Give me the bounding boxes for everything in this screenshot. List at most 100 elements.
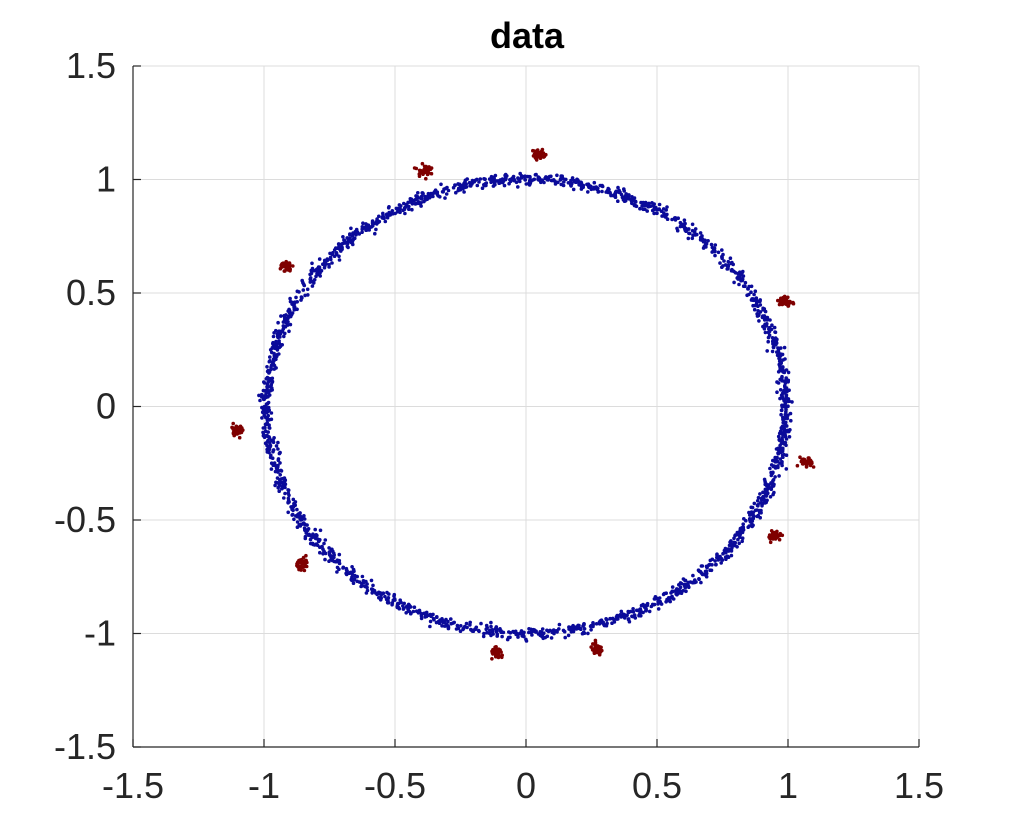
ring-point — [629, 197, 633, 202]
ring-point — [780, 463, 784, 468]
ring-point — [753, 303, 758, 308]
ring-point — [740, 270, 744, 275]
ring-point — [435, 615, 439, 619]
ring-point — [498, 629, 502, 633]
ring-point — [282, 334, 286, 339]
outlier-point — [811, 465, 816, 469]
ring-point — [692, 230, 697, 234]
ring-point — [571, 187, 576, 192]
ring-point — [321, 552, 325, 556]
ring-point — [720, 265, 724, 270]
ring-point — [790, 400, 794, 404]
ring-point — [683, 578, 687, 583]
ring-point — [783, 400, 788, 405]
ring-point — [298, 524, 303, 528]
outlier-point — [534, 158, 539, 162]
ring-point — [265, 385, 269, 389]
outlier-point — [806, 461, 810, 465]
ring-point — [452, 620, 457, 625]
ring-point — [534, 172, 538, 177]
ring-point — [644, 203, 649, 208]
ring-point — [446, 188, 451, 193]
ring-point — [657, 202, 662, 207]
ring-point — [371, 583, 375, 588]
ring-point — [310, 266, 315, 271]
ring-point — [721, 252, 725, 257]
ring-point — [332, 555, 336, 560]
ring-point — [398, 210, 402, 215]
ring-point — [514, 180, 519, 185]
y-tick-label: -0.5 — [54, 499, 116, 540]
ring-point — [534, 630, 538, 634]
ring-point — [286, 491, 291, 496]
ring-point — [262, 380, 266, 384]
ring-point — [407, 207, 411, 211]
ring-point — [780, 379, 785, 383]
ring-point — [586, 190, 590, 194]
ring-point — [302, 514, 306, 518]
ring-point — [779, 360, 783, 365]
ring-point — [787, 435, 792, 439]
outlier-point — [304, 564, 309, 569]
outlier-point — [493, 645, 497, 649]
ring-point — [698, 231, 703, 235]
ring-point — [301, 288, 306, 292]
ring-point — [293, 500, 298, 504]
ring-point — [749, 298, 754, 302]
ring-point — [308, 272, 312, 277]
outlier-point — [532, 149, 537, 153]
ring-point — [775, 380, 779, 384]
ring-point — [691, 233, 695, 237]
outlier-point — [500, 655, 504, 660]
ring-point — [332, 248, 337, 252]
ring-point — [348, 239, 353, 243]
ring-point — [498, 181, 502, 185]
ring-point — [267, 445, 271, 450]
ring-point — [449, 617, 453, 621]
ring-point — [280, 476, 285, 481]
ring-point — [409, 197, 414, 201]
ring-point — [782, 427, 787, 431]
chart-title: data — [490, 15, 565, 56]
ring-point — [301, 521, 306, 525]
ring-point — [647, 609, 652, 614]
ring-point — [549, 636, 554, 640]
outlier-point — [532, 152, 537, 156]
ring-point — [494, 625, 499, 629]
ring-point — [357, 580, 362, 584]
ring-point — [350, 565, 354, 569]
ring-point — [606, 186, 610, 191]
ring-point — [392, 592, 397, 597]
x-tick-label: -0.5 — [364, 765, 426, 806]
ring-point — [780, 424, 785, 429]
ring-point — [292, 517, 296, 522]
ring-point — [403, 211, 407, 216]
ring-point — [316, 265, 321, 269]
ring-point — [416, 191, 420, 195]
outlier-point — [429, 166, 434, 170]
ring-point — [263, 422, 268, 427]
ring-point — [723, 555, 728, 559]
ring-point — [364, 222, 368, 226]
ring-point — [592, 180, 597, 185]
ring-point — [769, 487, 774, 492]
ring-point — [710, 557, 715, 562]
ring-point — [784, 407, 788, 412]
outlier-point — [297, 558, 301, 563]
ring-point — [650, 208, 655, 213]
ring-point — [613, 192, 617, 196]
ring-point — [563, 635, 567, 640]
ring-point — [594, 622, 599, 626]
ring-point — [761, 494, 766, 499]
ring-point — [263, 425, 267, 430]
ring-point — [277, 329, 281, 334]
ring-point — [285, 323, 290, 327]
ring-point — [682, 222, 686, 226]
ring-point — [587, 184, 592, 188]
ring-point — [691, 573, 695, 578]
ring-point — [781, 417, 786, 422]
outlier-point — [421, 172, 425, 176]
ring-point — [310, 261, 314, 266]
outlier-point — [803, 458, 807, 463]
ring-point — [784, 437, 789, 441]
